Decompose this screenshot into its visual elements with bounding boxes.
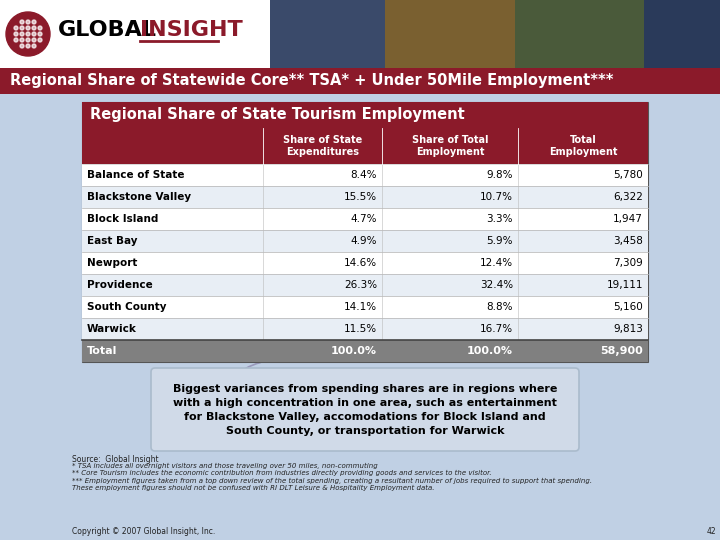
Circle shape xyxy=(26,44,30,48)
Text: 5,780: 5,780 xyxy=(613,170,643,180)
Circle shape xyxy=(14,32,18,36)
Text: Warwick: Warwick xyxy=(87,324,137,334)
Circle shape xyxy=(20,38,24,42)
FancyBboxPatch shape xyxy=(82,164,648,186)
FancyBboxPatch shape xyxy=(82,186,648,208)
Text: Total: Total xyxy=(87,346,117,356)
FancyBboxPatch shape xyxy=(82,208,648,230)
Text: 100.0%: 100.0% xyxy=(331,346,377,356)
FancyBboxPatch shape xyxy=(0,68,720,94)
Text: 32.4%: 32.4% xyxy=(480,280,513,290)
Text: GLOBAL: GLOBAL xyxy=(58,20,157,40)
Text: INSIGHT: INSIGHT xyxy=(140,20,243,40)
Text: Share of State
Expenditures: Share of State Expenditures xyxy=(283,135,362,157)
Text: Regional Share of State Tourism Employment: Regional Share of State Tourism Employme… xyxy=(90,107,464,123)
FancyBboxPatch shape xyxy=(82,128,648,164)
FancyBboxPatch shape xyxy=(0,0,720,68)
Text: 12.4%: 12.4% xyxy=(480,258,513,268)
Text: * TSA includes all overnight visitors and those traveling over 50 miles, non-com: * TSA includes all overnight visitors an… xyxy=(72,462,378,469)
Circle shape xyxy=(32,32,36,36)
Text: 26.3%: 26.3% xyxy=(344,280,377,290)
Text: Blackstone Valley: Blackstone Valley xyxy=(87,192,191,202)
Circle shape xyxy=(32,44,36,48)
Text: Regional Share of Statewide Core** TSA* + Under 50Mile Employment***: Regional Share of Statewide Core** TSA* … xyxy=(10,73,613,89)
Circle shape xyxy=(32,26,36,30)
Text: These employment figures should not be confused with RI DLT Leisure & Hospitalit: These employment figures should not be c… xyxy=(72,485,434,491)
Text: 5.9%: 5.9% xyxy=(486,236,513,246)
Text: 14.6%: 14.6% xyxy=(344,258,377,268)
Text: 1,947: 1,947 xyxy=(613,214,643,224)
Text: 100.0%: 100.0% xyxy=(467,346,513,356)
Text: Providence: Providence xyxy=(87,280,153,290)
FancyBboxPatch shape xyxy=(385,0,515,68)
Text: 7,309: 7,309 xyxy=(613,258,643,268)
Text: Share of Total
Employment: Share of Total Employment xyxy=(412,135,488,157)
Circle shape xyxy=(38,38,42,42)
Circle shape xyxy=(14,26,18,30)
Text: 16.7%: 16.7% xyxy=(480,324,513,334)
Circle shape xyxy=(20,44,24,48)
FancyBboxPatch shape xyxy=(515,0,644,68)
FancyBboxPatch shape xyxy=(82,102,648,362)
FancyBboxPatch shape xyxy=(82,252,648,274)
Text: South County: South County xyxy=(87,302,166,312)
Circle shape xyxy=(26,26,30,30)
Text: 8.4%: 8.4% xyxy=(351,170,377,180)
FancyBboxPatch shape xyxy=(270,0,385,68)
Circle shape xyxy=(20,32,24,36)
Circle shape xyxy=(20,20,24,24)
Text: 14.1%: 14.1% xyxy=(344,302,377,312)
FancyBboxPatch shape xyxy=(82,318,648,340)
FancyBboxPatch shape xyxy=(151,368,579,451)
Text: 3.3%: 3.3% xyxy=(486,214,513,224)
Text: 15.5%: 15.5% xyxy=(344,192,377,202)
Text: *** Employment figures taken from a top down review of the total spending, creat: *** Employment figures taken from a top … xyxy=(72,477,592,484)
Text: 9,813: 9,813 xyxy=(613,324,643,334)
Circle shape xyxy=(26,32,30,36)
Text: 8.8%: 8.8% xyxy=(486,302,513,312)
Text: Source:  Global Insight: Source: Global Insight xyxy=(72,455,158,464)
Text: 19,111: 19,111 xyxy=(606,280,643,290)
Text: Balance of State: Balance of State xyxy=(87,170,184,180)
Text: 9.8%: 9.8% xyxy=(486,170,513,180)
FancyBboxPatch shape xyxy=(82,340,648,362)
Text: 58,900: 58,900 xyxy=(600,346,643,356)
Text: 5,160: 5,160 xyxy=(613,302,643,312)
Text: Biggest variances from spending shares are in regions where
with a high concentr: Biggest variances from spending shares a… xyxy=(173,383,557,435)
FancyBboxPatch shape xyxy=(644,0,720,68)
Text: 3,458: 3,458 xyxy=(613,236,643,246)
Text: Copyright © 2007 Global Insight, Inc.: Copyright © 2007 Global Insight, Inc. xyxy=(72,527,215,536)
FancyBboxPatch shape xyxy=(82,296,648,318)
Circle shape xyxy=(26,38,30,42)
Circle shape xyxy=(14,38,18,42)
Circle shape xyxy=(32,38,36,42)
Text: ** Core Tourism includes the economic contribution from industries directly prov: ** Core Tourism includes the economic co… xyxy=(72,470,492,476)
Circle shape xyxy=(32,20,36,24)
Text: 10.7%: 10.7% xyxy=(480,192,513,202)
Circle shape xyxy=(38,26,42,30)
Text: 4.7%: 4.7% xyxy=(351,214,377,224)
FancyBboxPatch shape xyxy=(82,102,648,128)
Circle shape xyxy=(20,26,24,30)
Text: 42: 42 xyxy=(706,527,716,536)
Text: 4.9%: 4.9% xyxy=(351,236,377,246)
Text: Total
Employment: Total Employment xyxy=(549,135,617,157)
FancyBboxPatch shape xyxy=(82,274,648,296)
Text: East Bay: East Bay xyxy=(87,236,138,246)
Text: Newport: Newport xyxy=(87,258,138,268)
Circle shape xyxy=(38,32,42,36)
Circle shape xyxy=(26,20,30,24)
Text: 11.5%: 11.5% xyxy=(344,324,377,334)
Text: 6,322: 6,322 xyxy=(613,192,643,202)
FancyBboxPatch shape xyxy=(82,230,648,252)
Circle shape xyxy=(6,12,50,56)
Text: Block Island: Block Island xyxy=(87,214,158,224)
